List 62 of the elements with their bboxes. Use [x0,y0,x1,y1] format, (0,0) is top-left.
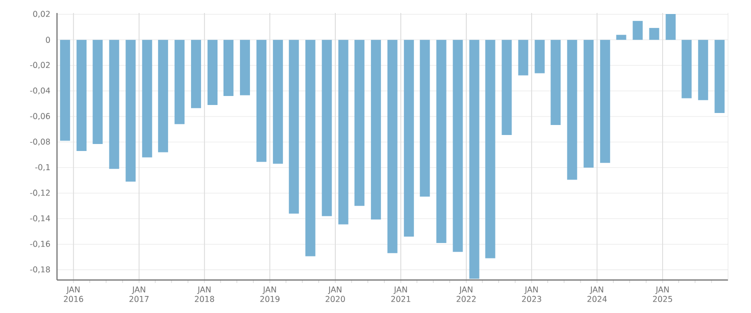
bar [60,40,70,141]
y-tick-label: -0,08 [30,138,50,146]
bar [518,40,528,76]
bar [305,40,316,256]
y-tick-label: -0,1 [35,164,50,172]
bar [92,40,103,144]
bar [584,40,594,168]
y-tick-label: 0,02 [33,10,50,18]
x-tick-label: JAN 2017 [129,286,149,302]
y-tick-label: -0,14 [30,215,50,222]
bar [109,40,120,169]
x-tick-label: JAN 2025 [653,286,672,302]
bar [370,40,381,220]
bar [632,20,643,40]
x-tick-label: JAN 2023 [522,286,542,302]
bar [338,40,348,224]
bar [272,40,283,164]
y-tick-label: -0,04 [30,87,50,94]
bar [485,40,496,258]
y-tick-label: -0,06 [30,113,50,120]
bar [502,40,512,135]
bar [223,40,234,96]
bar [567,40,578,180]
x-tick-label: JAN 2019 [260,286,280,302]
bar [682,40,692,98]
bar [404,40,414,237]
bar [534,40,545,74]
y-tick-label: -0,02 [30,62,50,69]
bar [420,40,430,197]
bar [158,40,168,152]
bar [256,40,266,162]
bar [649,28,660,40]
bar [616,34,626,40]
bar [666,14,676,40]
bar [76,40,87,151]
bar [600,40,610,163]
x-tick-label: JAN 2021 [391,286,410,302]
y-tick-label: -0,18 [30,266,50,274]
bar [142,40,152,158]
bar [174,40,185,124]
bar [191,40,202,108]
bar [698,40,708,100]
y-tick-label: 0 [46,36,50,43]
bar [288,40,299,214]
bar [387,40,398,254]
y-tick-label: -0,16 [30,240,50,248]
bar [436,40,446,243]
x-tick-label: JAN 2018 [194,286,214,302]
bar [126,40,136,182]
bar [452,40,463,252]
bar [714,40,725,114]
bar [550,40,561,126]
bar [354,40,364,206]
bar [208,40,218,105]
x-tick-label: JAN 2022 [456,286,476,302]
bar [322,40,332,216]
y-tick-label: -0,12 [30,190,50,197]
x-tick-label: JAN 2024 [587,286,607,302]
x-tick-label: JAN 2020 [326,286,345,302]
bar [469,40,480,279]
x-tick-label: JAN 2016 [64,286,84,302]
bar [240,40,250,96]
